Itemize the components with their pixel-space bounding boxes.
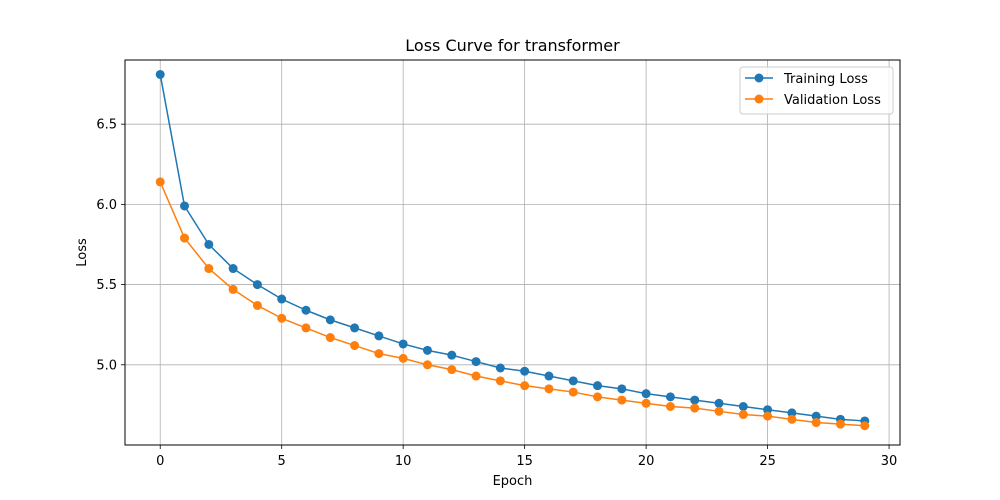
- legend-label-training: Training Loss: [783, 72, 868, 87]
- data-point-training-loss: [471, 357, 481, 367]
- data-point-training-loss: [593, 381, 603, 391]
- data-point-validation-loss: [374, 349, 384, 359]
- data-point-validation-loss: [860, 421, 870, 431]
- data-point-training-loss: [252, 280, 262, 290]
- legend-marker-training: [754, 73, 764, 83]
- data-point-validation-loss: [398, 353, 408, 363]
- data-point-training-loss: [155, 69, 165, 79]
- data-point-training-loss: [714, 398, 724, 408]
- data-point-validation-loss: [204, 264, 214, 274]
- data-point-training-loss: [568, 376, 578, 386]
- data-point-training-loss: [787, 408, 797, 418]
- data-point-validation-loss: [835, 419, 845, 429]
- data-point-training-loss: [422, 345, 432, 355]
- plot-frame: [124, 59, 901, 446]
- data-point-validation-loss: [495, 376, 505, 386]
- legend-label-validation: Validation Loss: [784, 93, 881, 108]
- legend-box: [739, 66, 894, 115]
- data-point-validation-loss: [301, 323, 311, 333]
- y-tick-label: 6.0: [96, 198, 117, 213]
- data-point-validation-loss: [617, 395, 627, 405]
- data-point-validation-loss: [277, 313, 287, 323]
- data-point-training-loss: [520, 366, 530, 376]
- data-point-training-loss: [811, 411, 821, 421]
- data-point-training-loss: [763, 405, 773, 415]
- data-point-validation-loss: [228, 284, 238, 294]
- y-tick-label: 6.5: [96, 118, 117, 133]
- x-tick-label: 15: [516, 454, 533, 469]
- data-point-training-loss: [641, 389, 651, 399]
- data-point-training-loss: [350, 323, 360, 333]
- data-point-validation-loss: [714, 406, 724, 416]
- data-point-validation-loss: [690, 403, 700, 413]
- x-tick-label: 25: [759, 454, 776, 469]
- data-point-training-loss: [690, 395, 700, 405]
- x-axis-title: Epoch: [493, 474, 533, 489]
- data-point-validation-loss: [155, 177, 165, 187]
- data-point-training-loss: [374, 331, 384, 341]
- data-point-validation-loss: [447, 365, 457, 375]
- data-point-training-loss: [301, 305, 311, 315]
- data-point-validation-loss: [180, 233, 190, 243]
- x-tick-label: 20: [638, 454, 655, 469]
- data-point-validation-loss: [641, 398, 651, 408]
- data-point-validation-loss: [738, 410, 748, 420]
- data-point-validation-loss: [787, 414, 797, 424]
- data-point-validation-loss: [520, 381, 530, 391]
- data-point-validation-loss: [471, 371, 481, 381]
- chart-title: Loss Curve for transformer: [405, 36, 620, 55]
- data-point-validation-loss: [593, 392, 603, 402]
- data-point-validation-loss: [544, 384, 554, 394]
- data-point-training-loss: [228, 264, 238, 274]
- x-tick-label: 30: [881, 454, 898, 469]
- data-point-training-loss: [180, 201, 190, 211]
- ticks: 0 5 10 15 20 25 30 5.0 5.5 6.0 6.5: [96, 118, 897, 469]
- data-point-training-loss: [447, 350, 457, 360]
- data-point-validation-loss: [350, 341, 360, 351]
- series-layer: [155, 69, 870, 431]
- data-point-training-loss: [544, 371, 554, 381]
- data-point-validation-loss: [811, 418, 821, 428]
- x-tick-label: 0: [156, 454, 164, 469]
- data-point-validation-loss: [665, 402, 675, 411]
- data-point-training-loss: [277, 294, 287, 304]
- data-point-training-loss: [325, 315, 335, 325]
- data-point-training-loss: [204, 239, 214, 249]
- data-point-training-loss: [495, 363, 505, 373]
- data-point-validation-loss: [325, 333, 335, 343]
- y-tick-label: 5.0: [96, 358, 117, 373]
- data-point-validation-loss: [763, 411, 773, 421]
- legend-marker-validation: [754, 94, 764, 104]
- data-point-validation-loss: [422, 360, 432, 370]
- y-tick-label: 5.5: [96, 278, 117, 293]
- data-point-validation-loss: [568, 387, 578, 397]
- data-point-training-loss: [617, 384, 627, 394]
- x-tick-label: 10: [395, 454, 412, 469]
- y-axis-title: Loss: [75, 238, 90, 267]
- legend: Training Loss Validation Loss: [739, 66, 894, 115]
- data-point-training-loss: [665, 392, 675, 402]
- data-point-training-loss: [738, 402, 748, 411]
- x-tick-label: 5: [278, 454, 286, 469]
- plot-area: [125, 60, 900, 445]
- data-point-training-loss: [398, 339, 408, 349]
- data-point-validation-loss: [252, 300, 262, 310]
